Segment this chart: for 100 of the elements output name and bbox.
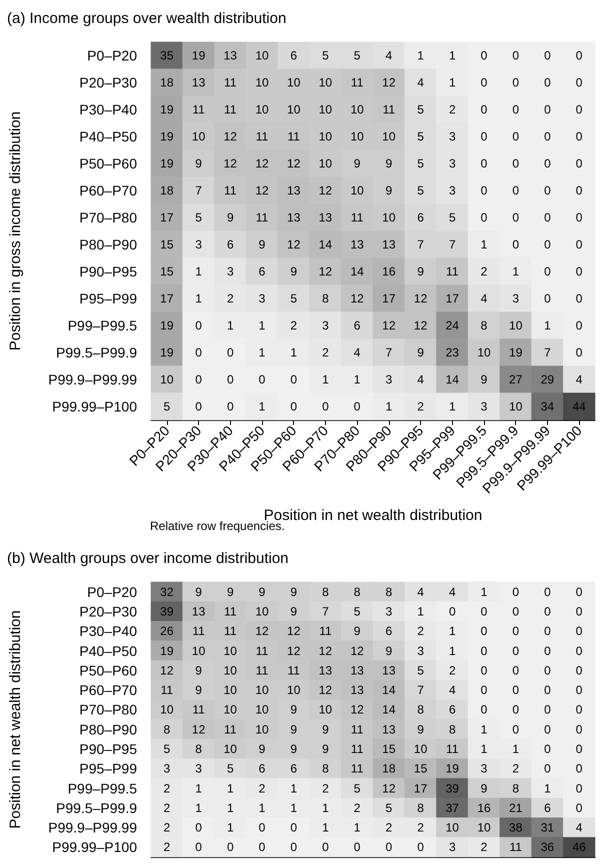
data-label: 17	[382, 292, 396, 306]
data-label: 0	[576, 292, 583, 306]
y-tick-label: P99–P99.5	[68, 318, 138, 334]
data-label: 3	[448, 840, 456, 854]
data-label: 0	[544, 702, 552, 717]
data-label: 5	[290, 292, 298, 306]
chart-title: (a) Income groups over wealth distribution	[7, 10, 286, 27]
data-label: 9	[290, 264, 298, 278]
data-label: 0	[512, 683, 520, 698]
data-label: 3	[226, 264, 234, 278]
data-label: 35	[160, 48, 174, 62]
data-label: 3	[195, 762, 202, 776]
y-tick-label: P0–P20	[87, 48, 138, 64]
data-label: 0	[417, 840, 424, 854]
y-tick-label: P95–P99	[79, 290, 138, 306]
data-label: 0	[576, 76, 583, 90]
data-label: 3	[480, 400, 488, 414]
data-label: 34	[540, 400, 554, 414]
data-label: 13	[192, 604, 206, 618]
data-label: 0	[576, 210, 583, 224]
data-label: 1	[480, 238, 488, 252]
data-label: 6	[354, 318, 361, 332]
data-label: 1	[480, 722, 488, 736]
data-label: 10	[477, 820, 491, 835]
y-tick-label: P70–P80	[79, 702, 138, 718]
data-label: 9	[195, 683, 202, 698]
y-tick-label: P40–P50	[79, 642, 138, 659]
data-label: 18	[160, 76, 174, 90]
y-tick-label: P95–P99	[79, 760, 138, 777]
data-label: 9	[354, 624, 361, 638]
data-label: 7	[195, 184, 202, 198]
data-label: 0	[512, 210, 520, 224]
y-tick-label: P90–P95	[79, 264, 138, 280]
data-label: 12	[318, 683, 332, 698]
data-label: 12	[287, 644, 301, 658]
data-label: 1	[448, 644, 456, 658]
data-label: 11	[446, 264, 459, 278]
chart-title: (b) Wealth groups over income distribution	[7, 550, 289, 567]
data-label: 2	[386, 820, 393, 835]
data-label: 0	[226, 840, 234, 854]
data-label: 7	[544, 346, 552, 360]
data-label: 0	[512, 156, 520, 170]
data-label: 3	[448, 184, 456, 198]
data-label: 0	[576, 318, 583, 332]
data-label: 0	[544, 742, 552, 756]
data-label: 32	[160, 584, 174, 599]
data-label: 0	[480, 76, 488, 90]
data-label: 0	[512, 624, 520, 638]
data-label: 0	[576, 264, 583, 278]
data-label: 1	[417, 604, 424, 618]
data-label: 11	[350, 210, 364, 224]
data-label: 5	[226, 762, 234, 776]
data-label: 11	[160, 683, 174, 698]
data-label: 13	[350, 663, 364, 678]
data-label: 2	[354, 800, 361, 815]
data-label: 7	[322, 604, 330, 618]
data-label: 10	[255, 76, 269, 90]
y-tick-label: P80–P90	[79, 721, 138, 738]
y-axis-title: Position in gross income distribution	[7, 111, 24, 351]
data-label: 1	[417, 48, 424, 62]
data-label: 10	[318, 102, 332, 116]
data-label: 6	[290, 762, 298, 776]
y-tick-label: P99.5–P99.9	[56, 800, 138, 816]
data-label: 12	[224, 130, 238, 144]
y-tick-label: P0–P20	[87, 584, 138, 600]
data-label: 19	[192, 48, 206, 62]
data-label: 13	[350, 683, 364, 698]
data-label: 0	[512, 604, 520, 618]
data-label: 0	[576, 48, 583, 62]
y-axis-title: Position in net wealth distribution	[7, 610, 24, 829]
data-label: 0	[195, 400, 202, 414]
data-label: 3	[417, 644, 424, 658]
data-label: 0	[512, 584, 520, 599]
data-label: 11	[509, 840, 522, 854]
data-label: 4	[576, 372, 583, 386]
data-label: 0	[512, 238, 520, 252]
data-label: 4	[417, 584, 424, 599]
data-label: 9	[258, 584, 266, 599]
data-label: 1	[480, 742, 488, 756]
data-label: 5	[164, 742, 171, 756]
data-label: 11	[224, 102, 237, 116]
data-label: 9	[480, 372, 488, 386]
data-label: 8	[195, 742, 202, 756]
data-label: 31	[540, 820, 554, 835]
data-label: 9	[226, 210, 234, 224]
data-label: 15	[160, 264, 174, 278]
data-label: 12	[255, 184, 269, 198]
data-label: 11	[446, 742, 459, 756]
data-label: 1	[195, 781, 202, 796]
data-label: 17	[160, 210, 174, 224]
data-label: 0	[480, 48, 488, 62]
data-label: 3	[448, 156, 456, 170]
data-label: 9	[417, 346, 424, 360]
data-label: 19	[160, 102, 174, 116]
data-label: 0	[354, 840, 361, 854]
data-label: 14	[350, 264, 364, 278]
data-label: 10	[318, 156, 332, 170]
data-label: 19	[160, 346, 174, 360]
data-label: 1	[322, 372, 330, 386]
data-label: 8	[322, 292, 330, 306]
